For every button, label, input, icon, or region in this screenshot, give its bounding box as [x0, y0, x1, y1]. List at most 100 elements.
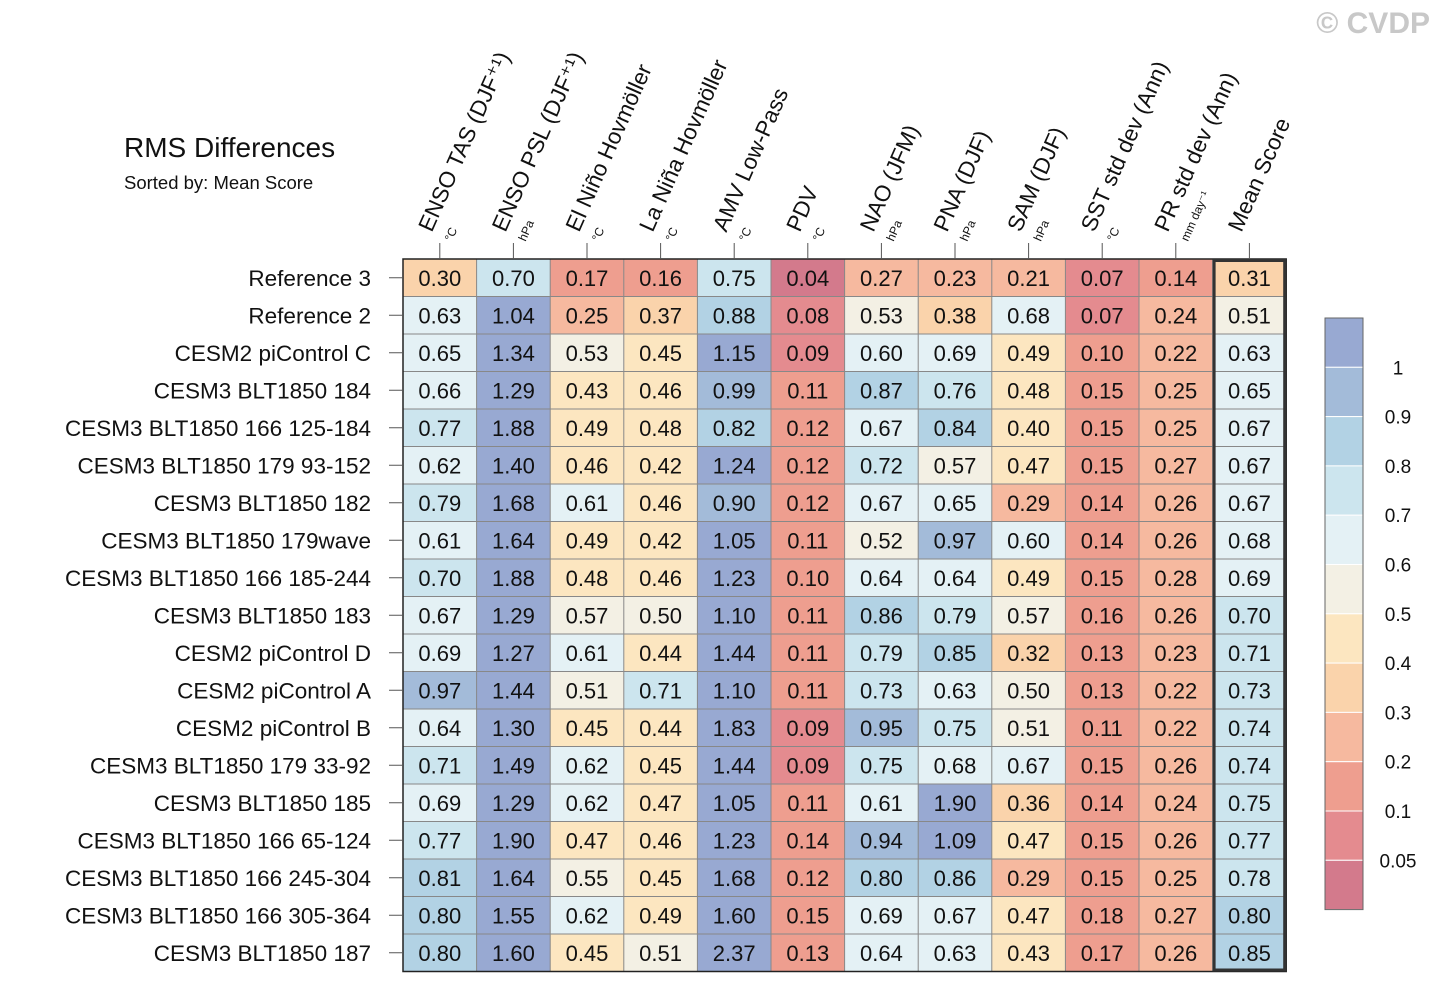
heatmap-cell — [844, 259, 919, 297]
cell-value: 0.63 — [934, 941, 977, 966]
cell-value: 0.07 — [1081, 266, 1124, 291]
heatmap-cell — [1139, 671, 1213, 709]
cell-value: 0.08 — [786, 303, 829, 328]
heatmap-cell — [918, 559, 992, 597]
heatmap-cell — [918, 371, 992, 409]
cell-value: 0.25 — [566, 303, 609, 328]
cell-value: 0.38 — [934, 303, 977, 328]
heatmap-cell — [403, 296, 477, 334]
heatmap-cell — [1065, 709, 1139, 747]
heatmap-cell — [844, 784, 919, 822]
heatmap-cell — [623, 859, 698, 897]
cell-value: 0.40 — [1007, 416, 1050, 441]
cell-value: 0.45 — [566, 716, 609, 741]
heatmap-cell — [1139, 259, 1213, 297]
cell-value: 0.36 — [1007, 791, 1050, 816]
cell-value: 0.17 — [1081, 941, 1124, 966]
cell-value: 0.65 — [418, 341, 461, 366]
cell-value: 0.86 — [934, 866, 977, 891]
heatmap-cell — [623, 934, 698, 972]
heatmap-cell — [697, 859, 771, 897]
cell-value: 0.63 — [934, 678, 977, 703]
heatmap-cell — [1065, 409, 1139, 447]
cell-value: 1.88 — [492, 416, 535, 441]
heatmap-cell — [550, 896, 624, 934]
cell-value: 0.70 — [418, 566, 461, 591]
cell-value: 1.29 — [492, 603, 535, 628]
heatmap-cell — [1212, 821, 1287, 859]
cell-value: 0.55 — [566, 866, 609, 891]
heatmap-cell — [403, 896, 477, 934]
heatmap-cell — [697, 371, 771, 409]
heatmap-cell — [771, 484, 845, 522]
cell-value: 1.05 — [713, 791, 756, 816]
heatmap-cell — [844, 521, 919, 559]
cell-value: 0.75 — [860, 753, 903, 778]
cell-value: 1.15 — [713, 341, 756, 366]
heatmap-cell — [403, 934, 477, 972]
heatmap-cell — [550, 709, 624, 747]
cell-value: 0.64 — [860, 941, 903, 966]
row-label: CESM3 BLT1850 179wave — [101, 528, 371, 553]
cell-value: 0.22 — [1154, 678, 1197, 703]
heatmap-cell — [1212, 896, 1287, 934]
heatmap-cell — [1065, 596, 1139, 634]
heatmap-cell — [1139, 296, 1213, 334]
heatmap-cell — [991, 596, 1066, 634]
colorbar-segment — [1324, 366, 1364, 418]
colorbar-segment — [1324, 514, 1364, 566]
heatmap-cell — [1212, 634, 1287, 672]
cell-value: 0.12 — [786, 453, 829, 478]
cell-value: 0.47 — [1007, 828, 1050, 853]
colorbar-tick-label: 0.1 — [1385, 802, 1411, 823]
colorbar-segment — [1324, 761, 1364, 812]
heatmap-cell — [1212, 596, 1287, 634]
row-label: CESM2 piControl A — [177, 678, 371, 703]
heatmap-cell — [991, 671, 1066, 709]
heatmap-cell — [844, 896, 919, 934]
colorbar-segment — [1324, 416, 1364, 467]
heatmap-cell — [1212, 521, 1287, 559]
row-label: CESM3 BLT1850 166 185-244 — [65, 566, 371, 591]
heatmap-cell — [697, 521, 771, 559]
cell-value: 0.31 — [1228, 266, 1271, 291]
cell-value: 0.74 — [1228, 753, 1271, 778]
cell-value: 1.83 — [713, 716, 756, 741]
cell-value: 0.10 — [1081, 341, 1124, 366]
cell-value: 0.24 — [1154, 791, 1197, 816]
heatmap-cell — [771, 259, 845, 297]
row-label: CESM3 BLT1850 179 93-152 — [77, 453, 371, 478]
cell-value: 0.62 — [566, 791, 609, 816]
cell-value: 0.45 — [639, 753, 682, 778]
column-label-text: AMV Low-Pass — [708, 84, 793, 235]
cell-value: 0.37 — [639, 303, 682, 328]
cell-value: 1.30 — [492, 716, 535, 741]
cell-value: 0.73 — [1228, 678, 1271, 703]
heatmap-cell — [550, 296, 624, 334]
chart-title: RMS Differences — [124, 132, 335, 163]
cell-value: 0.86 — [860, 603, 903, 628]
heatmap-cell — [550, 746, 624, 784]
heatmap-cell — [991, 446, 1066, 484]
heatmap-cell — [476, 671, 551, 709]
cell-value: 0.23 — [1154, 641, 1197, 666]
cell-value: 0.49 — [1007, 341, 1050, 366]
heatmap-cell — [697, 409, 771, 447]
cell-value: 0.77 — [418, 416, 461, 441]
heatmap-cell — [550, 371, 624, 409]
cell-value: 0.62 — [566, 903, 609, 928]
cell-value: 0.69 — [1228, 566, 1271, 591]
cell-value: 0.66 — [418, 378, 461, 403]
heatmap-cell — [918, 596, 992, 634]
cell-value: 0.75 — [1228, 791, 1271, 816]
heatmap-cell — [771, 409, 845, 447]
heatmap-cell — [403, 484, 477, 522]
colorbar-tick-label: 1 — [1393, 358, 1404, 379]
cell-value: 0.69 — [418, 641, 461, 666]
heatmap-cell — [403, 521, 477, 559]
cell-value: 0.67 — [1228, 491, 1271, 516]
cell-value: 0.67 — [1228, 453, 1271, 478]
cell-value: 0.53 — [566, 341, 609, 366]
row-label: CESM3 BLT1850 182 — [154, 491, 371, 516]
heatmap-cell — [771, 559, 845, 597]
